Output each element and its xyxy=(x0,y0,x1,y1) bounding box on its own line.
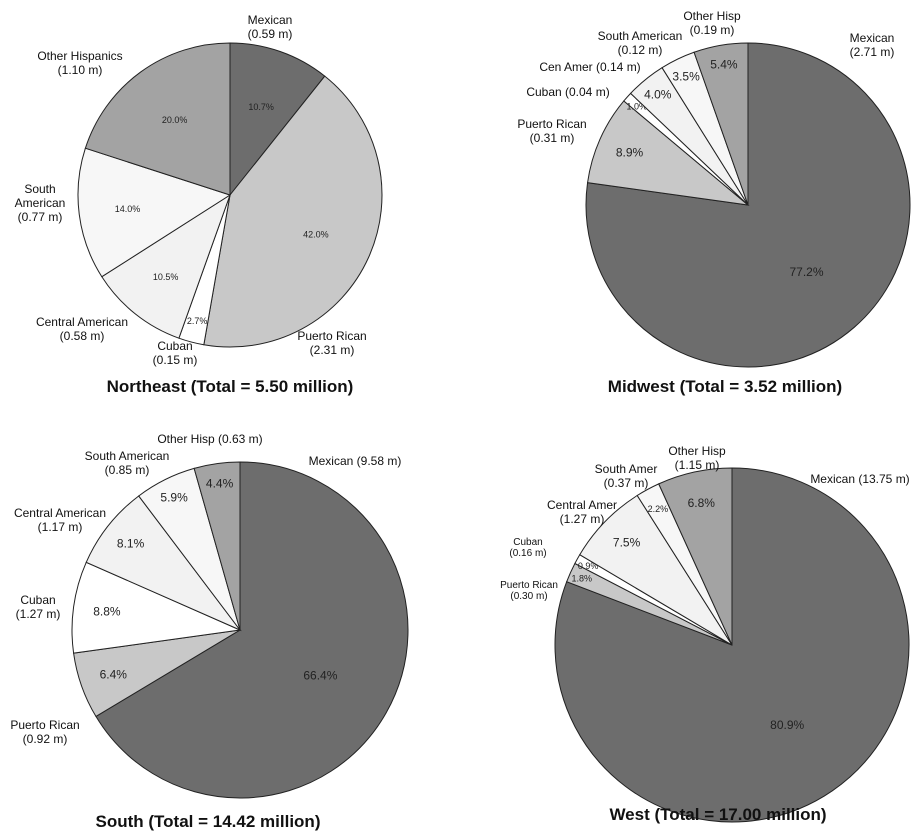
slice-percent-label: 2.2% xyxy=(648,504,669,514)
slice-percent-label: 1.0% xyxy=(627,102,648,112)
slice-category-label: Cuban (1.27 m) xyxy=(16,593,61,621)
slice-percent-label: 4.4% xyxy=(206,477,234,491)
slice-category-label: Cuban (0.16 m) xyxy=(509,537,546,559)
slice-category-label: South American (0.85 m) xyxy=(85,449,170,477)
slice-category-label: Central American (1.17 m) xyxy=(14,506,106,534)
slice-puerto-rican xyxy=(203,75,383,348)
pie-chart-south: 66.4% Mexican (9.58 m) 6.4% Puerto Rican (0.… xyxy=(10,432,409,831)
slice-mexican xyxy=(585,42,911,368)
slice-category-label: Other Hisp (0.63 m) xyxy=(157,432,262,446)
slice-percent-label: 5.9% xyxy=(160,491,188,505)
slice-category-label: Mexican (0.59 m) xyxy=(248,13,293,41)
slice-category-label: Central American (0.58 m) xyxy=(36,315,128,343)
slice-percent-label: 10.5% xyxy=(153,272,179,282)
slice-category-label: South Amer (0.37 m) xyxy=(595,462,658,490)
slice-percent-label: 42.0% xyxy=(303,230,329,240)
slice-mexican xyxy=(229,42,326,197)
slice-percent-label: 8.9% xyxy=(616,145,644,159)
slice-other-hisp xyxy=(193,461,241,631)
slice-category-label: Puerto Rican (2.31 m) xyxy=(297,329,366,357)
slice-category-label: Other Hisp (1.15 m) xyxy=(668,444,726,472)
slice-percent-label: 8.8% xyxy=(93,605,121,619)
slice-category-label: Cuban (0.04 m) xyxy=(526,85,609,99)
slice-percent-label: 0.9% xyxy=(578,561,599,571)
chart-title: West (Total = 17.00 million) xyxy=(609,805,826,824)
slice-category-label: Cen Amer (0.14 m) xyxy=(539,60,640,74)
slice-percent-label: 80.9% xyxy=(770,718,804,732)
chart-title: Midwest (Total = 3.52 million) xyxy=(608,377,842,396)
slice-cuban xyxy=(71,561,242,654)
slice-category-label: Mexican (9.58 m) xyxy=(309,454,402,468)
slice-category-label: Mexican (13.75 m) xyxy=(810,472,909,486)
slice-percent-label: 5.4% xyxy=(710,58,738,72)
slice-percent-label: 1.8% xyxy=(572,574,593,584)
slice-category-label: Other Hisp (0.19 m) xyxy=(683,9,741,37)
slice-category-label: South American (0.77 m) xyxy=(15,182,66,224)
slice-percent-label: 6.8% xyxy=(688,496,716,510)
slice-percent-label: 20.0% xyxy=(162,115,188,125)
slice-other-hisp xyxy=(693,42,749,206)
slice-south-american xyxy=(77,147,232,278)
pie-chart-midwest: 77.2% Mexican (2.71 m) 8.9% Puerto Rican (0.3… xyxy=(517,9,911,396)
slice-puerto-rican xyxy=(586,100,750,206)
slice-other-hisp xyxy=(658,467,733,646)
slice-category-label: Puerto Rican (0.92 m) xyxy=(10,718,79,746)
slice-percent-label: 14.0% xyxy=(115,204,141,214)
pie-chart-west: 80.9% Mexican (13.75 m) 1.8% Puerto Rican (0… xyxy=(500,444,910,824)
slice-percent-label: 6.4% xyxy=(100,668,128,682)
slice-category-label: Puerto Rican (0.31 m) xyxy=(517,117,586,145)
slice-mexican xyxy=(95,461,409,799)
chart-title: Northeast (Total = 5.50 million) xyxy=(107,377,354,396)
slice-percent-label: 66.4% xyxy=(303,669,337,683)
slice-percent-label: 7.5% xyxy=(613,536,641,550)
slice-category-label: Puerto Rican (0.30 m) xyxy=(500,580,558,602)
slice-percent-label: 10.7% xyxy=(248,102,274,112)
slice-percent-label: 3.5% xyxy=(672,70,700,84)
slice-central-american xyxy=(101,193,231,339)
chart-title: South (Total = 14.42 million) xyxy=(96,812,321,831)
slice-percent-label: 77.2% xyxy=(789,265,823,279)
slice-category-label: Mexican (2.71 m) xyxy=(850,31,895,59)
slice-category-label: Central Amer (1.27 m) xyxy=(547,498,617,526)
slice-percent-label: 2.7% xyxy=(187,316,208,326)
slice-percent-label: 8.1% xyxy=(117,537,145,551)
slice-percent-label: 4.0% xyxy=(644,88,672,102)
slice-mexican xyxy=(554,467,910,823)
slice-other-hispanics xyxy=(84,42,231,196)
slice-category-label: Other Hispanics (1.10 m) xyxy=(37,49,122,77)
slice-category-label: South American (0.12 m) xyxy=(598,29,683,57)
pie-chart-northeast: 10.7% Mexican (0.59 m) 42.0% Puerto Rican (2.… xyxy=(15,13,383,396)
slice-category-label: Cuban (0.15 m) xyxy=(153,339,198,367)
